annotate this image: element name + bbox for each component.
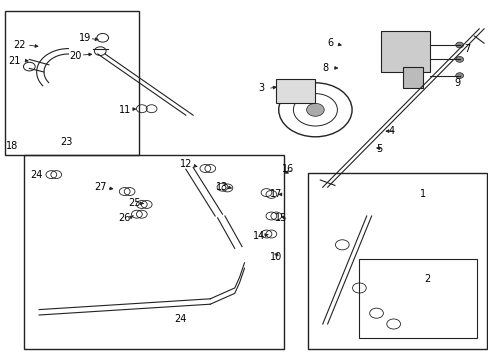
- Text: 14: 14: [252, 231, 265, 241]
- Text: 16: 16: [282, 164, 294, 174]
- Bar: [359, 259, 476, 338]
- Text: 19: 19: [79, 33, 92, 43]
- Circle shape: [455, 42, 463, 48]
- Text: 2: 2: [424, 274, 430, 284]
- Text: 21: 21: [8, 56, 21, 66]
- Text: 17: 17: [269, 189, 282, 199]
- Text: 9: 9: [453, 78, 459, 88]
- Text: 12: 12: [179, 159, 192, 169]
- Circle shape: [306, 103, 324, 116]
- Bar: [5, 11, 139, 155]
- Text: 6: 6: [326, 38, 332, 48]
- Text: 15: 15: [274, 213, 287, 223]
- Text: 13: 13: [216, 182, 228, 192]
- Text: 11: 11: [118, 105, 131, 115]
- Bar: [307, 173, 486, 349]
- Text: 10: 10: [269, 252, 282, 262]
- Text: 1: 1: [419, 189, 425, 199]
- Text: 24: 24: [174, 314, 187, 324]
- Text: 4: 4: [387, 126, 393, 136]
- Text: 3: 3: [258, 83, 264, 93]
- Bar: [24, 155, 283, 349]
- Text: 18: 18: [6, 141, 19, 151]
- Circle shape: [455, 57, 463, 62]
- Bar: [381, 31, 429, 72]
- Text: 24: 24: [30, 170, 43, 180]
- Text: 5: 5: [375, 144, 381, 154]
- Bar: [276, 79, 315, 103]
- Text: 25: 25: [128, 198, 141, 208]
- Text: 27: 27: [94, 182, 106, 192]
- Text: 8: 8: [322, 63, 327, 73]
- Bar: [403, 67, 422, 88]
- Text: 22: 22: [13, 40, 26, 50]
- Text: 7: 7: [463, 44, 469, 54]
- Text: 20: 20: [69, 51, 82, 61]
- Text: 23: 23: [60, 137, 72, 147]
- Circle shape: [455, 73, 463, 78]
- Text: 26: 26: [118, 213, 131, 223]
